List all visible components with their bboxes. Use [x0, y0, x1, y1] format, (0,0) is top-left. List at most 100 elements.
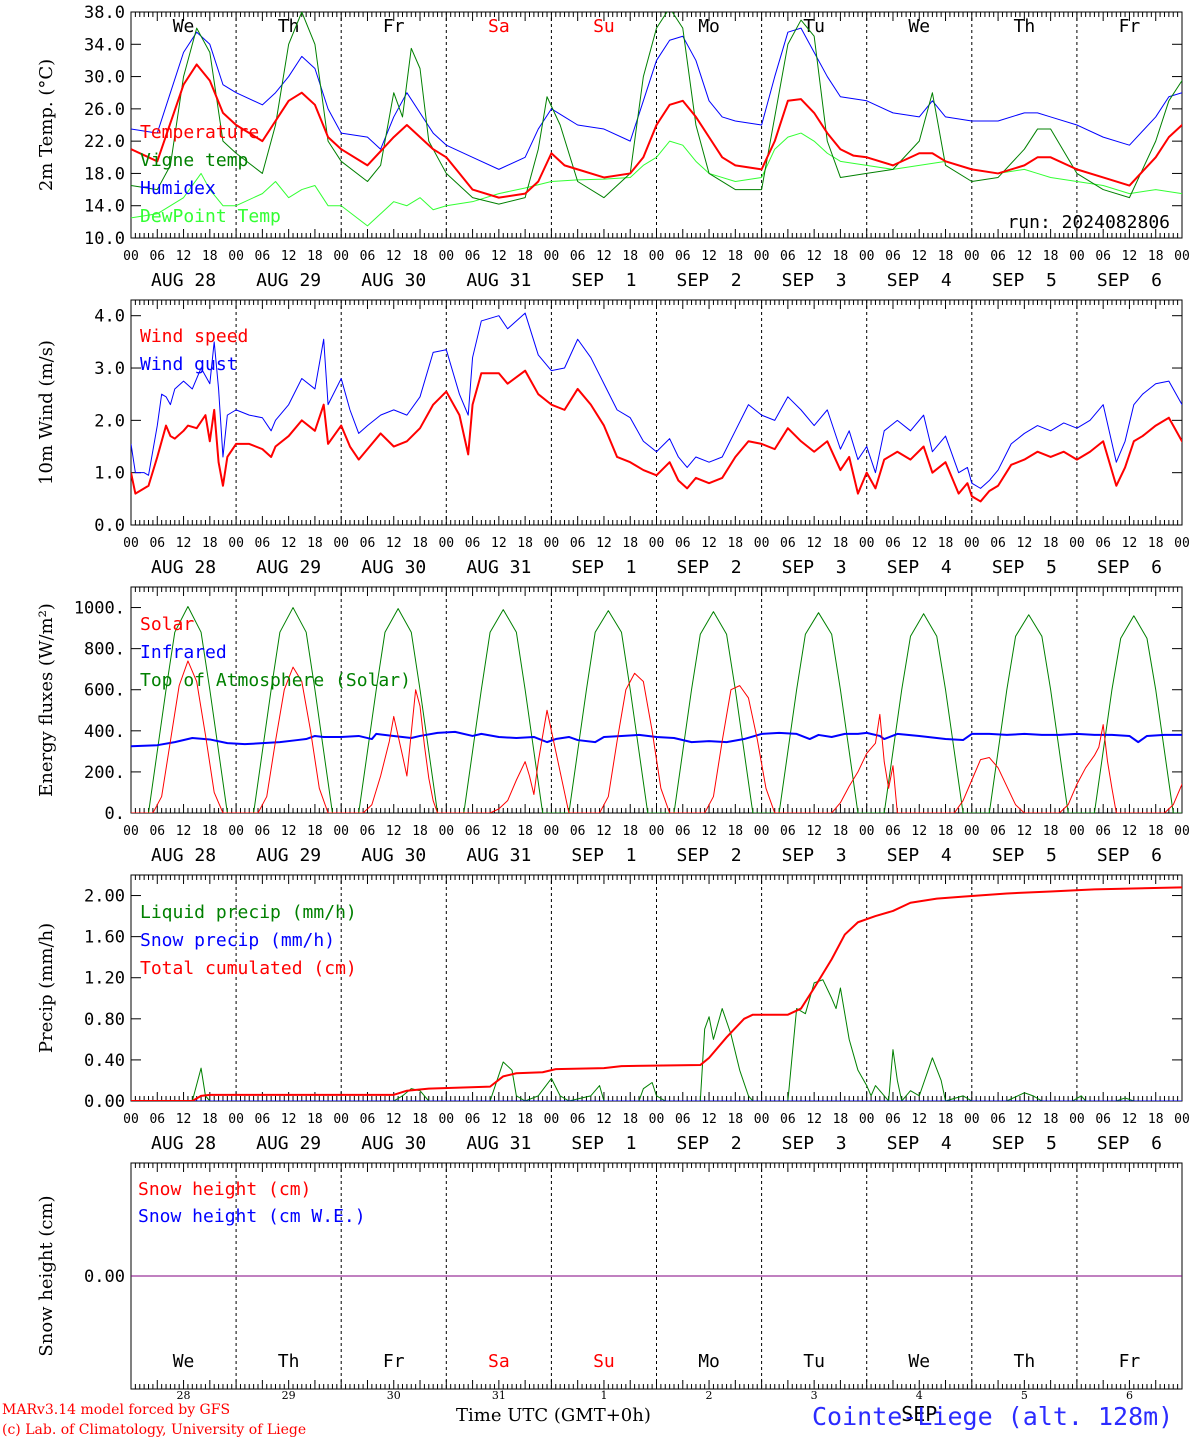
hour-tick-label: 06	[990, 249, 1006, 264]
hour-tick-label: 12	[911, 536, 927, 551]
hour-tick-label: 00	[438, 1112, 454, 1127]
day-number-label: 2	[706, 1389, 713, 1402]
hour-tick-label: 18	[727, 249, 743, 264]
series-line-temperature	[131, 63, 1182, 199]
hour-tick-label: 18	[1148, 824, 1164, 839]
hour-tick-label: 00	[1174, 249, 1190, 264]
hour-tick-label: 12	[596, 249, 612, 264]
hour-tick-label: 12	[386, 249, 402, 264]
hour-tick-label: 06	[1095, 249, 1111, 264]
day-name-label: Fr	[1119, 1351, 1141, 1372]
hour-tick-label: 18	[1043, 1112, 1059, 1127]
legend-entry: Liquid precip (mm/h)	[140, 902, 357, 923]
day-name-label: Th	[1014, 1351, 1036, 1372]
y-tick-label: 800.	[84, 640, 125, 660]
date-label: AUG 31	[466, 270, 531, 291]
hour-tick-label: 06	[360, 536, 376, 551]
hour-tick-label: 18	[1148, 536, 1164, 551]
y-tick-label: 0.0	[94, 516, 125, 536]
hour-tick-label: 06	[149, 1112, 165, 1127]
hour-tick-label: 12	[1122, 1112, 1138, 1127]
hour-tick-label: 00	[438, 824, 454, 839]
hour-tick-label: 12	[491, 1112, 507, 1127]
y-tick-label: 38.0	[84, 3, 125, 23]
hour-tick-label: 00	[544, 536, 560, 551]
date-label: SEP 4	[887, 845, 952, 866]
hour-tick-label: 00	[333, 249, 349, 264]
date-label: AUG 29	[256, 1133, 321, 1154]
hour-tick-label: 06	[990, 824, 1006, 839]
hour-tick-label: 00	[754, 249, 770, 264]
date-label: AUG 28	[151, 557, 216, 578]
hour-tick-label: 00	[1174, 536, 1190, 551]
date-label: AUG 28	[151, 1133, 216, 1154]
hour-tick-label: 00	[123, 1112, 139, 1127]
legend-entry: Wind gust	[140, 354, 238, 375]
hour-tick-label: 18	[202, 824, 218, 839]
hour-tick-label: 00	[1069, 824, 1085, 839]
y-axis-label: 2m Temp. (°C)	[36, 59, 57, 191]
day-name-label: We	[908, 16, 930, 37]
y-tick-label: 1.0	[94, 464, 125, 484]
day-name-label: We	[908, 1351, 930, 1372]
y-tick-label: 1.20	[84, 969, 125, 989]
date-label: AUG 28	[151, 270, 216, 291]
panel-temperature: 10.0 14.0 18.0 22.0 26.0 30.0 34.0 38.0 2m Temp.…	[36, 3, 1190, 291]
hour-tick-label: 12	[176, 824, 192, 839]
day-number-label: 31	[492, 1389, 506, 1402]
hour-tick-label: 12	[596, 536, 612, 551]
hour-tick-label: 00	[438, 536, 454, 551]
date-label: SEP 1	[571, 1133, 636, 1154]
hour-tick-label: 18	[1043, 536, 1059, 551]
hour-tick-label: 00	[964, 249, 980, 264]
hour-tick-label: 00	[544, 1112, 560, 1127]
hour-tick-label: 00	[1174, 824, 1190, 839]
y-axis-label: Energy fluxes (W/m²)	[36, 603, 57, 797]
date-label: AUG 30	[361, 270, 426, 291]
legend-entry: Snow height (cm)	[138, 1179, 311, 1200]
series-group	[131, 606, 1182, 813]
date-label: SEP 4	[887, 270, 952, 291]
hour-tick-label: 12	[806, 536, 822, 551]
day-name-label: Fr	[383, 1351, 405, 1372]
hour-tick-label: 12	[1017, 824, 1033, 839]
series-line-infrared	[131, 730, 1182, 748]
hour-tick-label: 12	[1122, 536, 1138, 551]
hour-tick-label: 12	[176, 1112, 192, 1127]
date-label: SEP 3	[782, 270, 847, 291]
hour-tick-label: 18	[202, 1112, 218, 1127]
hour-tick-label: 06	[255, 249, 271, 264]
y-tick-label: 34.0	[84, 35, 125, 55]
date-label: AUG 31	[466, 1133, 531, 1154]
hour-tick-label: 18	[307, 249, 323, 264]
hour-tick-label: 06	[780, 1112, 796, 1127]
time-axis-label: Time UTC (GMT+0h)	[456, 1405, 651, 1426]
hour-tick-label: 12	[806, 824, 822, 839]
hour-tick-label: 00	[859, 536, 875, 551]
hour-tick-label: 00	[649, 824, 665, 839]
day-name-label: Mo	[698, 1351, 720, 1372]
hour-tick-label: 12	[281, 536, 297, 551]
hour-tick-label: 06	[570, 249, 586, 264]
hour-tick-label: 12	[911, 1112, 927, 1127]
legend-entry: Top of Atmosphere (Solar)	[140, 670, 411, 691]
legend-entry: Solar	[140, 614, 194, 635]
legend-entry: Snow precip (mm/h)	[140, 930, 335, 951]
hour-tick-label: 06	[570, 824, 586, 839]
series-group	[131, 312, 1182, 503]
day-name-label: Sa	[488, 16, 510, 37]
plot-frame	[130, 299, 1183, 526]
hour-tick-label: 12	[701, 249, 717, 264]
date-label: AUG 30	[361, 1133, 426, 1154]
day-name-label: Th	[1014, 16, 1036, 37]
day-number-label: 5	[1021, 1389, 1028, 1402]
hour-tick-label: 06	[149, 824, 165, 839]
hour-tick-label: 12	[1017, 536, 1033, 551]
hour-tick-label: 18	[727, 536, 743, 551]
date-label: SEP 5	[992, 270, 1057, 291]
hour-tick-label: 06	[675, 824, 691, 839]
hour-tick-label: 06	[780, 249, 796, 264]
hour-tick-label: 18	[727, 824, 743, 839]
y-tick-label: 400.	[84, 722, 125, 742]
hour-tick-label: 00	[859, 1112, 875, 1127]
